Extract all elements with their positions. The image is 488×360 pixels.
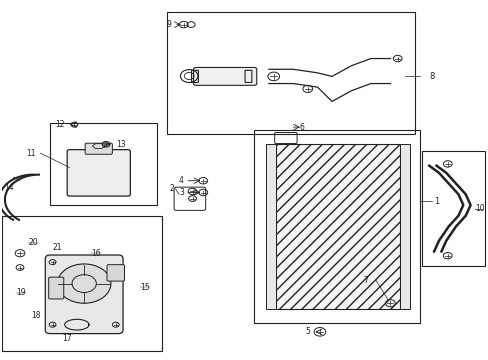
Text: 15: 15 — [140, 283, 149, 292]
Text: 10: 10 — [475, 204, 484, 213]
Text: 17: 17 — [62, 334, 72, 343]
FancyBboxPatch shape — [193, 67, 256, 85]
Text: 13: 13 — [116, 140, 125, 149]
Text: 9: 9 — [166, 20, 171, 29]
Bar — [166, 12, 414, 134]
Text: 7: 7 — [363, 275, 368, 284]
Text: 18: 18 — [31, 311, 40, 320]
Bar — [1, 216, 162, 351]
Text: 19: 19 — [16, 288, 26, 297]
Text: 12: 12 — [55, 120, 64, 129]
Bar — [421, 152, 484, 266]
Text: 20: 20 — [28, 238, 38, 247]
Bar — [399, 144, 409, 309]
Text: 3: 3 — [179, 188, 183, 197]
Text: 8: 8 — [428, 72, 434, 81]
FancyBboxPatch shape — [107, 265, 124, 281]
Bar — [254, 130, 419, 323]
FancyBboxPatch shape — [85, 143, 112, 154]
Bar — [266, 144, 276, 309]
Text: 1: 1 — [433, 197, 439, 206]
Text: 5: 5 — [305, 327, 309, 336]
Text: 14: 14 — [4, 183, 14, 192]
Text: 2: 2 — [169, 184, 174, 193]
Text: 21: 21 — [53, 243, 62, 252]
Circle shape — [57, 264, 111, 303]
Bar — [50, 123, 157, 205]
Text: 11: 11 — [26, 149, 36, 158]
Bar — [276, 144, 399, 309]
FancyBboxPatch shape — [45, 255, 123, 334]
FancyBboxPatch shape — [49, 277, 63, 299]
Text: 6: 6 — [298, 123, 303, 132]
FancyBboxPatch shape — [67, 150, 130, 196]
Text: 16: 16 — [91, 249, 101, 258]
Text: 4: 4 — [179, 176, 183, 185]
